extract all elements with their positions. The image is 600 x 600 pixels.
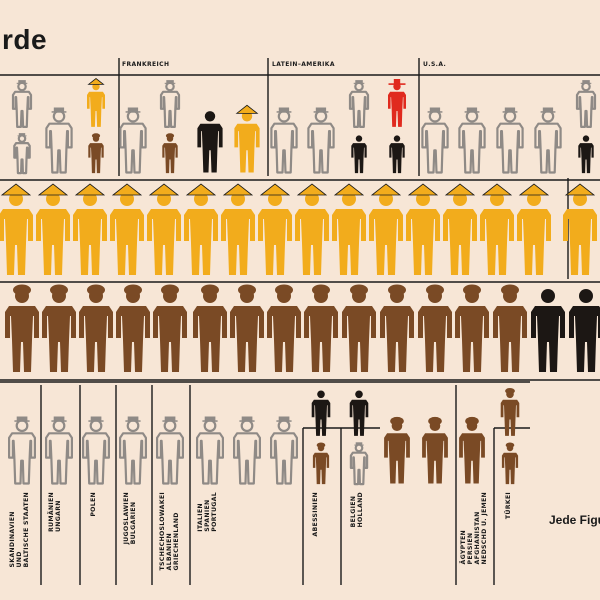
figure-row-2-6 <box>184 183 218 275</box>
figure-row-3-15 <box>531 289 565 372</box>
figure-row-3-10 <box>342 284 376 372</box>
figure-row-4-6 <box>196 416 224 485</box>
figure-row-2-4 <box>110 183 144 275</box>
figure-row-3-1 <box>5 284 39 372</box>
figure-row-1-5-top <box>159 80 181 129</box>
figure-row-4-4 <box>118 416 147 485</box>
label-aegypten: ÄGYPTEN PERSIEN AFGHANISTAN NEDSCHD U. JEME… <box>460 492 488 565</box>
figure-row-1-2 <box>45 107 73 174</box>
figure-row-3-9 <box>304 284 338 372</box>
label-tschechoslowakei: TSCHECHOSLOWAKEI ALBANIEN GRIECHENLAND <box>159 492 180 571</box>
figure-row-2-7 <box>221 183 255 275</box>
figure-row-4-3 <box>81 416 111 485</box>
figure-row-3-6 <box>193 284 227 372</box>
figure-row-1-15 <box>534 107 562 174</box>
figure-row-3-16 <box>569 289 600 372</box>
figure-row-1-12 <box>421 107 449 174</box>
figure-row-3-12 <box>418 284 452 372</box>
figure-row-3-11 <box>380 284 414 372</box>
row-4 <box>8 388 520 486</box>
figure-row-4-9-bottom <box>312 442 330 485</box>
row-3 <box>5 284 600 372</box>
figure-row-1-7 <box>234 104 260 173</box>
figure-row-1-11-top <box>388 79 406 127</box>
figure-row-2-2 <box>36 183 70 275</box>
figure-row-2-8 <box>258 183 292 275</box>
figure-row-1-14 <box>496 107 524 174</box>
figure-row-4-10-bottom <box>349 442 369 486</box>
footnote-text: Jede Figu <box>549 513 600 527</box>
figure-row-1-13 <box>458 107 486 174</box>
figure-row-2-14 <box>480 183 514 275</box>
figure-row-4-1 <box>8 416 37 485</box>
figure-layer <box>0 77 600 486</box>
figure-row-3-8 <box>267 284 301 372</box>
figure-row-1-3-top <box>87 77 105 127</box>
figure-row-2-13 <box>443 183 477 275</box>
figure-row-2-15 <box>517 183 551 275</box>
figure-row-2-5 <box>147 183 181 275</box>
figure-row-2-3 <box>73 183 107 275</box>
label-abessinien: ABESSINIEN <box>312 492 319 537</box>
figure-row-3-4 <box>116 284 150 372</box>
label-jugoslawien: JUGOSLAWIEN BULGARIEN <box>123 492 137 545</box>
group-label-usa: U.S.A. <box>423 61 447 68</box>
label-rumaenien: RUMÄNIEN UNGARN <box>48 492 62 533</box>
figure-row-2-16 <box>563 183 597 275</box>
figure-row-4-9-top <box>311 390 331 436</box>
figure-row-3-14 <box>493 284 527 372</box>
figure-row-4-14-top <box>500 388 520 436</box>
figure-row-2-12 <box>406 183 440 275</box>
figure-row-1-4 <box>119 107 147 174</box>
label-skandinavien: SKANDINAVIEN UND BALTISCHE STAATEN <box>9 492 30 568</box>
group-label-frankreich: FRANKREICH <box>122 61 170 68</box>
figure-row-4-13 <box>459 416 485 484</box>
figure-row-1-1-bottom <box>13 133 31 175</box>
figure-row-1-1-top <box>11 80 33 129</box>
figure-row-1-16-bottom <box>578 135 594 174</box>
figure-row-1-10-top <box>348 80 370 129</box>
row-1 <box>11 77 597 175</box>
figure-row-1-8 <box>270 107 298 174</box>
figure-row-4-11 <box>384 416 410 484</box>
label-italien: ITALIEN SPANIEN PORTUGAL <box>197 492 218 532</box>
figure-row-2-1 <box>0 183 33 275</box>
figure-row-3-3 <box>79 284 113 372</box>
figure-row-3-7 <box>230 284 264 372</box>
figure-row-1-10-bottom <box>351 135 367 174</box>
figure-row-4-7 <box>233 416 261 485</box>
figure-row-4-2 <box>44 416 74 485</box>
figure-row-1-16-top <box>575 80 597 129</box>
figure-row-2-11 <box>369 183 403 275</box>
label-belgien: BELGIEN HOLLAND <box>350 492 364 528</box>
page-title: rde <box>2 24 48 55</box>
figure-row-3-2 <box>42 284 76 372</box>
figure-row-4-8 <box>270 416 298 485</box>
label-tuerkei: TÜRKEI <box>505 492 512 520</box>
figure-row-1-11-bottom <box>389 135 405 174</box>
figure-row-3-13 <box>455 284 489 372</box>
figure-row-4-12 <box>422 416 448 484</box>
figure-row-2-9 <box>295 183 329 275</box>
figure-row-1-6 <box>197 111 223 173</box>
group-label-lateinamerika: LATEIN–AMERIKA <box>272 61 335 68</box>
figure-row-2-10 <box>332 183 366 275</box>
figure-row-1-5-bottom <box>162 133 178 174</box>
row-2 <box>0 183 597 275</box>
label-polen: POLEN <box>90 492 97 517</box>
figure-row-4-14-bottom <box>501 442 519 485</box>
figure-row-1-3-bottom <box>88 133 104 174</box>
figure-row-4-10-top <box>349 390 369 436</box>
figure-row-3-5 <box>153 284 187 372</box>
figure-row-4-5 <box>156 416 184 485</box>
figure-row-1-9 <box>307 107 335 174</box>
